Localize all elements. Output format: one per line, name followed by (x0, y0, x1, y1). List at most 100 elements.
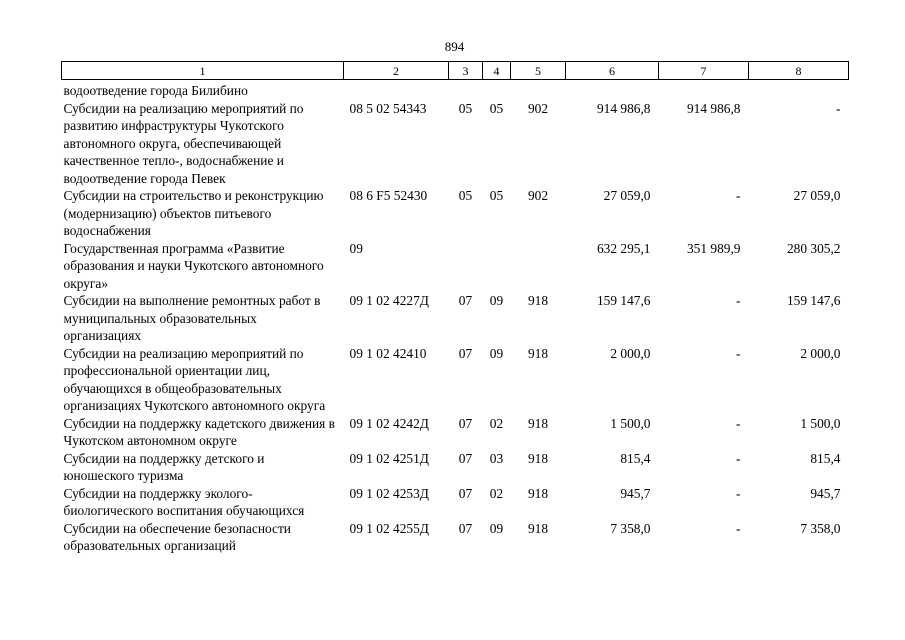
header-cell-2: 2 (343, 61, 449, 80)
table-row: Субсидии на поддержку кадетского движени… (62, 415, 849, 450)
cell-col3: 07 (458, 520, 473, 536)
header-cell-5: 5 (510, 61, 566, 80)
cell-name: водоотведение города Билибино (63, 83, 248, 98)
cell-code: 08 6 F5 52430 (349, 188, 428, 203)
cell-amount-col8: 815,4 (810, 450, 841, 466)
cell-col5: 918 (527, 293, 549, 308)
cell-amount-col7: - (736, 520, 741, 536)
cell-code: 09 (349, 240, 363, 256)
cell-amount-col7: 351 989,9 (686, 240, 741, 256)
budget-table: 1 2 3 4 5 6 7 8 водоотведение города Бил… (61, 61, 849, 555)
table-row: Субсидии на строительство и реконструкци… (62, 187, 849, 240)
cell-col5: 918 (527, 345, 549, 361)
cell-amount-col7: - (736, 188, 741, 203)
cell-amount-col8: 27 059,0 (793, 188, 841, 203)
cell-col4: 09 (489, 520, 504, 536)
cell-col5 (511, 240, 566, 293)
header-cell-1: 1 (61, 61, 344, 80)
cell-amount-total: 1 500,0 (610, 415, 651, 431)
cell-amount-col8: 945,7 (810, 485, 841, 501)
cell-amount-total: 945,7 (620, 485, 651, 501)
cell-code: 08 5 02 54343 (349, 100, 427, 116)
cell-name: Субсидии на поддержку эколого-биологичес… (63, 485, 305, 519)
table-row: Субсидии на поддержку эколого-биологичес… (62, 485, 849, 520)
cell-name: Субсидии на строительство и реконструкци… (63, 188, 324, 238)
cell-amount-col7 (659, 80, 749, 100)
cell-code: 09 1 02 4251Д (349, 450, 429, 466)
cell-col3: 07 (458, 485, 473, 501)
cell-amount-total: 815,4 (620, 450, 651, 466)
cell-amount-col7: 914 986,8 (686, 100, 741, 116)
table-row: Субсидии на обеспечение безопасности обр… (62, 520, 849, 555)
cell-col5: 902 (527, 188, 549, 203)
cell-col3 (449, 240, 483, 293)
cell-amount-col8: 2 000,0 (800, 345, 841, 361)
cell-col4 (483, 80, 511, 100)
cell-code: 09 1 02 4253Д (349, 485, 429, 501)
cell-code: 09 1 02 4242Д (349, 415, 429, 431)
cell-amount-col7: - (736, 293, 741, 308)
cell-col4: 03 (489, 450, 504, 466)
cell-col5: 918 (527, 450, 549, 466)
table-row: Государственная программа «Развитие обра… (62, 240, 849, 293)
cell-name: Субсидии на обеспечение безопасности обр… (63, 520, 291, 554)
cell-amount-col8: 159 147,6 (786, 293, 841, 308)
cell-col3 (449, 80, 483, 100)
cell-amount-col7: - (736, 485, 741, 501)
cell-name: Субсидии на реализацию мероприятий по пр… (63, 345, 326, 414)
cell-col4: 09 (489, 345, 504, 361)
page-number: 894 (444, 39, 465, 54)
cell-col3: 07 (458, 450, 473, 466)
cell-col4: 09 (489, 293, 504, 308)
cell-amount-col8 (749, 80, 849, 100)
cell-col4: 05 (489, 188, 504, 203)
cell-col4: 02 (489, 485, 504, 501)
cell-col5: 918 (527, 485, 549, 501)
table-row: Субсидии на поддержку детского и юношеск… (62, 450, 849, 485)
cell-col4: 05 (489, 100, 504, 116)
cell-col4 (483, 240, 511, 293)
table-row: водоотведение города Билибино (62, 80, 849, 100)
cell-col3: 05 (458, 188, 473, 203)
cell-amount-total (566, 80, 659, 100)
cell-amount-total: 27 059,0 (603, 188, 651, 203)
header-cell-4: 4 (482, 61, 511, 80)
cell-col5: 902 (527, 100, 549, 116)
cell-amount-total: 632 295,1 (596, 240, 651, 256)
cell-amount-col8: 1 500,0 (800, 415, 841, 431)
cell-amount-col7: - (736, 345, 741, 361)
cell-amount-col7: - (736, 450, 741, 466)
cell-amount-col8: 280 305,2 (786, 240, 841, 256)
table-header-row: 1 2 3 4 5 6 7 8 (61, 61, 849, 80)
table-row: Субсидии на реализацию мероприятий по ра… (62, 100, 849, 188)
cell-col3: 07 (458, 345, 473, 361)
cell-amount-col7: - (736, 415, 741, 431)
header-cell-7: 7 (658, 61, 749, 80)
cell-amount-total: 2 000,0 (610, 345, 651, 361)
header-cell-6: 6 (565, 61, 659, 80)
cell-col3: 07 (458, 293, 473, 308)
cell-col5 (511, 80, 566, 100)
cell-amount-total: 159 147,6 (596, 293, 651, 308)
cell-amount-total: 7 358,0 (610, 520, 651, 536)
cell-amount-col8: - (836, 100, 841, 116)
cell-col5: 918 (527, 415, 549, 431)
cell-code: 09 1 02 4255Д (349, 520, 429, 536)
cell-col5: 918 (527, 520, 549, 536)
cell-name: Субсидии на выполнение ремонтных работ в… (63, 293, 321, 343)
cell-name: Субсидии на поддержку кадетского движени… (63, 415, 336, 449)
header-cell-3: 3 (448, 61, 483, 80)
cell-col3: 07 (458, 415, 473, 431)
cell-col3: 05 (458, 100, 473, 116)
table-row: Субсидии на выполнение ремонтных работ в… (62, 292, 849, 345)
cell-amount-col8: 7 358,0 (800, 520, 841, 536)
cell-code: 09 1 02 4227Д (349, 293, 429, 308)
cell-name: Государственная программа «Развитие обра… (63, 240, 324, 291)
cell-col4: 02 (489, 415, 504, 431)
cell-name: Субсидии на реализацию мероприятий по ра… (63, 100, 304, 186)
cell-name: Субсидии на поддержку детского и юношеск… (63, 450, 265, 484)
cell-code: 09 1 02 42410 (349, 345, 427, 361)
table-row: Субсидии на реализацию мероприятий по пр… (62, 345, 849, 415)
header-cell-8: 8 (748, 61, 849, 80)
cell-code (344, 80, 449, 100)
